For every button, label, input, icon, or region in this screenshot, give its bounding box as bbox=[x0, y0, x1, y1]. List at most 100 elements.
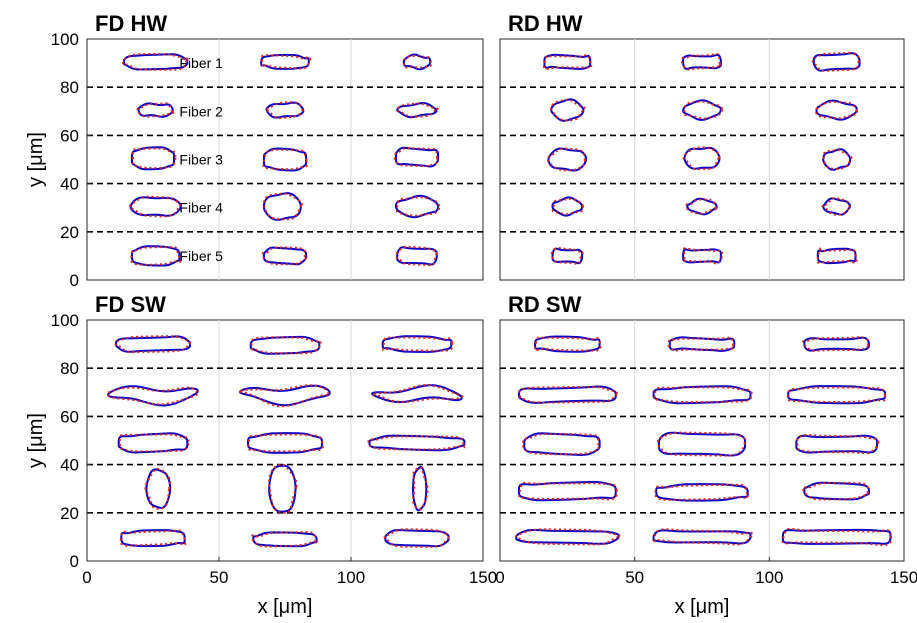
panel-2-fiber-5-col-2-model-contour bbox=[682, 247, 724, 265]
panel-2-fiber-5-col-2-measured-contour bbox=[682, 248, 722, 264]
panel-4-fiber-2-col-3-measured-contour bbox=[787, 385, 887, 405]
panel-4-xtick-label-150: 150 bbox=[890, 568, 917, 587]
panel-4-fiber-4-col-2-model-contour bbox=[654, 483, 749, 501]
panel-1-fiber-3-col-3-measured-contour bbox=[394, 146, 440, 168]
panel-2-fiber-4-col-3-model-contour bbox=[821, 197, 851, 216]
panel-1-fiber-1-col-2-measured-contour bbox=[260, 53, 310, 70]
panel-3-xtick-label-0: 0 bbox=[82, 568, 91, 587]
panel-4-fiber-5-col-2-model-contour bbox=[653, 528, 753, 546]
panel-3-ytick-label-60: 60 bbox=[60, 407, 79, 426]
panel-3-xlabel: x [μm] bbox=[258, 596, 313, 618]
panel-1-annotation-4: Fiber 4 bbox=[179, 200, 223, 216]
panel-3-fiber-4-col-1-model-contour bbox=[144, 467, 172, 510]
panel-2-fiber-4-col-1-model-contour bbox=[551, 197, 585, 216]
panel-2-fiber-4-col-2-model-contour bbox=[685, 198, 720, 215]
panel-4-fiber-3-col-1-measured-contour bbox=[523, 432, 601, 457]
panel-3: FD SW 0 20 40 60 80 100 0 50 100 150 y [μm] x [μm] bbox=[25, 292, 497, 618]
panel-1-frame bbox=[86, 38, 484, 281]
panel-1-annotation-2: Fiber 2 bbox=[179, 103, 223, 119]
panel-4-fiber-2-col-3-model-contour bbox=[786, 386, 887, 404]
panel-4-fiber-3-col-3-measured-contour bbox=[795, 434, 879, 454]
panel-2-fiber-2-col-3-measured-contour bbox=[815, 99, 858, 121]
panel-3-fiber-1-col-1-model-contour bbox=[114, 335, 192, 353]
panel-3-fiber-2-col-3-measured-contour bbox=[370, 384, 463, 404]
panel-3-fiber-4-col-2-measured-contour bbox=[268, 464, 297, 513]
panel-1-fiber-2-col-1-model-contour bbox=[136, 102, 175, 118]
panel-2-fiber-3-col-2-model-contour bbox=[682, 146, 721, 171]
panel-2-fiber-1-col-2-measured-contour bbox=[682, 53, 722, 70]
panel-3-xtick-label-150: 150 bbox=[469, 568, 497, 587]
panel-4-fiber-2-col-2-measured-contour bbox=[652, 385, 752, 405]
panel-1-annotation-5: Fiber 5 bbox=[179, 248, 223, 264]
panel-1-ytick-label-60: 60 bbox=[60, 126, 79, 145]
panel-1-fiber-4-col-3-model-contour bbox=[395, 196, 441, 217]
panel-3-fiber-3-col-3-model-contour bbox=[367, 435, 466, 451]
panel-2-fiber-3-col-3-measured-contour bbox=[822, 148, 852, 171]
panel-3-ytick-label-80: 80 bbox=[60, 359, 79, 378]
panel-1-fiber-5-col-2-model-contour bbox=[261, 246, 308, 266]
panel-3-ytick-label-40: 40 bbox=[60, 456, 79, 475]
panel-3-ytick-label-0: 0 bbox=[70, 552, 79, 571]
panel-4-xtick-label-50: 50 bbox=[625, 568, 644, 587]
panel-4: RD SW 0 50 100 150 x [μm] bbox=[495, 292, 917, 618]
panel-4-fiber-1-col-3-measured-contour bbox=[803, 336, 870, 352]
panel-1-fiber-2-col-3-measured-contour bbox=[396, 101, 438, 119]
panel-2-title: RD HW bbox=[508, 11, 583, 36]
panel-3-fiber-2-col-1-measured-contour bbox=[107, 385, 199, 407]
panel-1-ytick-label-100: 100 bbox=[51, 30, 79, 49]
panel-4-fiber-4-col-3-model-contour bbox=[801, 481, 870, 501]
panel-1: FD HW 0 20 40 60 80 100 y [μm] Fiber 1 Fiber 2 Fib… bbox=[25, 11, 484, 290]
panel-1-fiber-2-col-2-model-contour bbox=[263, 101, 304, 120]
panel-3-fiber-3-col-3-measured-contour bbox=[368, 434, 466, 452]
panel-2-fiber-1-col-3-model-contour bbox=[811, 51, 861, 72]
panel-4-fiber-5-col-1-model-contour bbox=[514, 528, 621, 546]
panel-3-fiber-4-col-2-model-contour bbox=[268, 463, 298, 514]
panel-4-fiber-4-col-1-measured-contour bbox=[517, 480, 617, 502]
panel-4-fiber-3-col-2-measured-contour bbox=[657, 431, 747, 457]
panel-4-fiber-1-col-2-measured-contour bbox=[668, 336, 736, 352]
panel-1-fiber-3-col-3-model-contour bbox=[393, 147, 440, 167]
panel-4-xtick-label-0: 0 bbox=[495, 568, 504, 587]
panel-3-xtick-label-100: 100 bbox=[337, 568, 365, 587]
panel-3-fiber-5-col-2-measured-contour bbox=[252, 531, 318, 548]
panel-1-fiber-1-col-1-model-contour bbox=[121, 53, 189, 71]
panel-4-title: RD SW bbox=[508, 292, 582, 317]
panel-4-fiber-3-col-1-model-contour bbox=[521, 432, 600, 456]
panel-1-fiber-3-col-1-measured-contour bbox=[130, 146, 176, 171]
panel-1-fiber-5-col-2-measured-contour bbox=[262, 246, 308, 266]
panel-2-fiber-5-col-3-model-contour bbox=[816, 246, 858, 264]
panel-2-fiber-5-col-1-model-contour bbox=[550, 247, 584, 265]
panel-4-fiber-2-col-2-model-contour bbox=[653, 386, 753, 404]
panel-4-fiber-2-col-1-measured-contour bbox=[517, 385, 617, 404]
panel-4-fiber-5-col-2-measured-contour bbox=[652, 529, 752, 545]
panel-1-fiber-1-col-3-model-contour bbox=[402, 55, 433, 69]
panel-2-frame bbox=[499, 38, 905, 281]
panel-4-xtick-label-100: 100 bbox=[755, 568, 783, 587]
panel-1-annotation-1: Fiber 1 bbox=[179, 55, 223, 71]
panel-1-fiber-4-col-2-model-contour bbox=[262, 192, 303, 221]
panel-1-title: FD HW bbox=[95, 11, 167, 36]
panel-4-xlabel: x [μm] bbox=[675, 596, 730, 618]
panel-1-ytick-label-20: 20 bbox=[60, 223, 79, 242]
panel-3-fiber-1-col-2-measured-contour bbox=[249, 335, 321, 355]
panel-3-ytick-label-100: 100 bbox=[51, 311, 79, 330]
panel-3-fiber-2-col-3-model-contour bbox=[369, 383, 464, 404]
panel-3-ylabel: y [μm] bbox=[25, 413, 47, 468]
panel-2-fiber-2-col-2-model-contour bbox=[683, 100, 724, 120]
panel-3-ytick-label-20: 20 bbox=[60, 504, 79, 523]
panel-1-ytick-label-40: 40 bbox=[60, 175, 79, 194]
panel-1-fiber-5-col-1-model-contour bbox=[130, 246, 182, 266]
panel-4-fiber-1-col-1-measured-contour bbox=[533, 335, 601, 353]
panel-3-fiber-3-col-1-measured-contour bbox=[117, 432, 189, 454]
panel-1-fiber-4-col-1-model-contour bbox=[128, 195, 181, 218]
panel-1-fiber-5-col-3-model-contour bbox=[395, 245, 439, 267]
panel-2-fiber-2-col-3-model-contour bbox=[814, 100, 859, 120]
panel-4-frame bbox=[499, 319, 905, 562]
panel-3-fiber-5-col-3-model-contour bbox=[383, 528, 451, 548]
panel-1-ytick-label-0: 0 bbox=[70, 271, 79, 290]
panel-1-fiber-3-col-2-measured-contour bbox=[262, 147, 308, 172]
panel-2-fiber-4-col-2-measured-contour bbox=[686, 197, 718, 216]
panel-2-fiber-2-col-2-measured-contour bbox=[682, 99, 722, 121]
panel-2-fiber-2-col-1-model-contour bbox=[550, 98, 586, 122]
